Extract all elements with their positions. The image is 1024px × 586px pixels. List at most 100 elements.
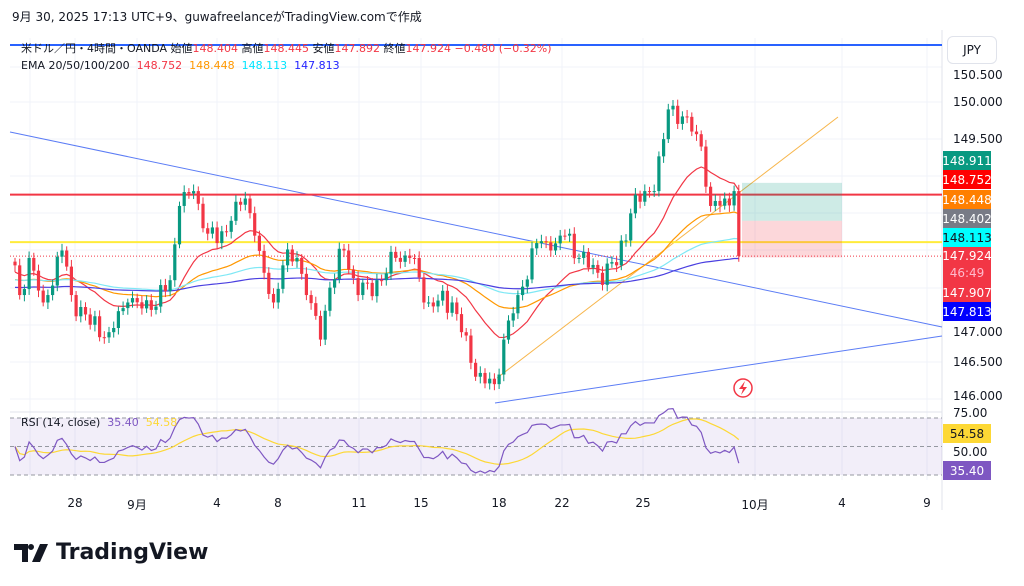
candle-body: [46, 295, 50, 303]
candle-body: [41, 290, 45, 303]
candle-body: [224, 231, 229, 233]
price-tick: 147.000: [953, 325, 1003, 339]
trendline-orange: [496, 116, 839, 379]
candle-body: [732, 191, 736, 206]
high-label: 高値: [241, 42, 264, 55]
candle-body: [643, 191, 647, 202]
candle-body: [450, 302, 454, 313]
candle-body: [389, 251, 393, 274]
candle-body: [568, 233, 572, 236]
candle-body: [173, 244, 177, 281]
candle-body: [262, 250, 266, 273]
candle-body: [394, 251, 398, 258]
trendline-ascending: [494, 335, 943, 404]
candle-body: [135, 298, 139, 303]
entry-price-label: 148.402: [942, 209, 992, 228]
candle-body: [201, 203, 205, 229]
candle-body: [610, 262, 614, 264]
candle-body: [253, 213, 257, 236]
candle-body: [18, 265, 22, 296]
candle-body: [51, 285, 55, 296]
candle-body: [74, 295, 78, 317]
candle-body: [79, 307, 83, 317]
time-tick: 10月: [741, 498, 769, 512]
candle-body: [629, 213, 633, 241]
ema200-value: 147.813: [294, 59, 340, 72]
ema-legend: EMA 20/50/100/200 148.752 148.448 148.11…: [21, 59, 340, 72]
candle-body: [652, 191, 656, 193]
symbol-label[interactable]: 米ドル／円・4時間・OANDA: [21, 42, 168, 55]
candle-body: [69, 266, 73, 296]
time-tick: 9月: [127, 498, 147, 512]
tradingview-logo[interactable]: TradingView: [14, 540, 208, 565]
candle-body: [27, 257, 31, 290]
candle-body: [121, 308, 125, 312]
candle-body: [206, 228, 210, 234]
bar-countdown: 46:49: [949, 266, 985, 280]
close-value: 147.924: [405, 42, 452, 55]
candle-body: [328, 287, 332, 311]
rsi-label[interactable]: RSI (14, close): [21, 416, 101, 429]
candle-body: [248, 198, 252, 214]
candle-body: [300, 257, 304, 274]
candle-body: [516, 295, 520, 314]
lightning-bolt-icon: [739, 381, 747, 395]
rsi-ma-label: 54.58: [943, 424, 991, 443]
candle-body: [239, 201, 243, 205]
stop-price-label: 147.907: [942, 283, 992, 302]
ema20-price-label: 148.752: [942, 170, 992, 189]
candle-body: [267, 272, 271, 294]
trendline-descending: [9, 131, 943, 328]
candle-body: [32, 257, 36, 271]
low-label: 安値: [312, 42, 335, 55]
rsi-tick: 75.00: [953, 406, 988, 420]
candle-body: [657, 156, 661, 192]
candle-body: [718, 200, 722, 206]
candle-body: [558, 235, 562, 244]
candle-body: [112, 327, 116, 333]
candle-body: [408, 255, 412, 258]
candle-body: [60, 250, 64, 257]
time-tick: 11: [351, 496, 367, 510]
price-tick: 150.000: [953, 95, 1003, 109]
ema100-line: [14, 237, 739, 295]
candle-body: [187, 192, 191, 194]
ohlc-legend: 米ドル／円・4時間・OANDA 始値148.404 高値148.445 安値14…: [21, 40, 551, 56]
candle-body: [511, 313, 515, 321]
candle-body: [521, 286, 525, 296]
candle-body: [182, 192, 186, 206]
candle-body: [624, 240, 628, 242]
price-tick: 146.000: [953, 389, 1003, 403]
candle-body: [699, 134, 703, 147]
candle-body: [210, 227, 214, 234]
candle-body: [553, 243, 558, 251]
change-value: −0.480 (−0.32%): [454, 42, 552, 55]
rsi-ma-line: [14, 418, 740, 465]
lightning-icon: [733, 378, 753, 398]
chart-caption: 9月 30, 2025 17:13 UTC+9、guwafreelanceがTr…: [12, 10, 422, 24]
candle-body: [215, 227, 219, 244]
open-label: 始値: [170, 42, 193, 55]
ema50-line: [14, 211, 740, 309]
candle-body: [685, 116, 689, 118]
candle-body: [281, 265, 285, 289]
candle-body: [478, 372, 482, 377]
candle-body: [727, 198, 731, 206]
candle-body: [149, 300, 153, 310]
currency-button[interactable]: JPY: [947, 36, 997, 64]
candle-body: [544, 241, 548, 243]
candle-body: [469, 335, 473, 363]
ema-label[interactable]: EMA 20/50/100/200: [21, 59, 130, 72]
candle-body: [502, 339, 506, 375]
position-profit-zone: [742, 182, 842, 221]
candle-body: [441, 290, 445, 301]
brand-name: TradingView: [56, 540, 209, 565]
candle-body: [163, 285, 167, 292]
candle-body: [192, 191, 196, 194]
ema50-value: 148.448: [189, 59, 235, 72]
candle-body: [220, 231, 224, 244]
candle-body: [530, 248, 534, 280]
last-price-label: 147.924 46:49: [942, 247, 992, 283]
candle-body: [647, 191, 652, 193]
